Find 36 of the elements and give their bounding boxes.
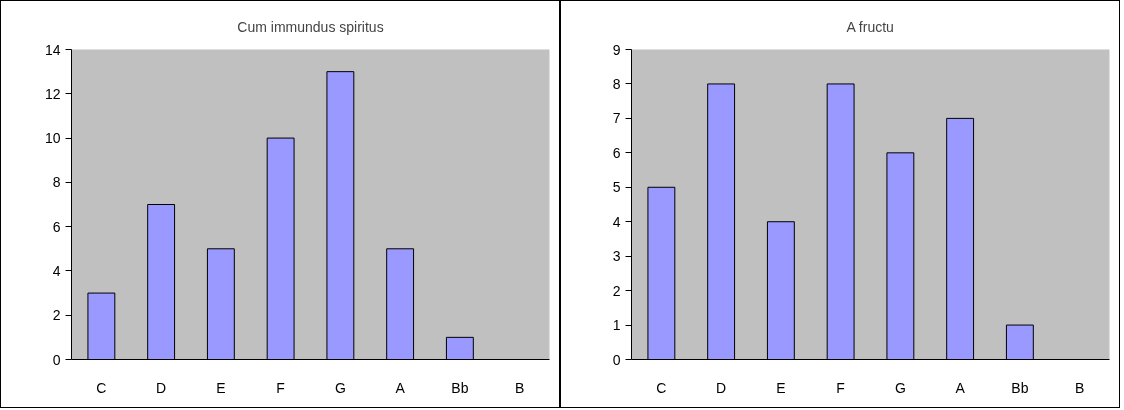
x-tick-label: G xyxy=(894,379,906,396)
x-tick-label: A xyxy=(395,379,406,396)
x-tick-label: C xyxy=(96,379,107,396)
y-tick-label: 12 xyxy=(44,85,61,102)
x-tick-label: F xyxy=(276,379,285,396)
y-tick-label: 5 xyxy=(612,179,621,196)
y-tick-label: 4 xyxy=(612,213,621,230)
x-tick-label: Bb xyxy=(451,379,469,396)
y-tick-label: 8 xyxy=(52,174,61,191)
x-tick-label: D xyxy=(716,379,727,396)
x-tick-label: B xyxy=(514,379,525,396)
x-tick-label: E xyxy=(216,379,226,396)
x-tick-label: A xyxy=(955,379,966,396)
y-tick-label: 0 xyxy=(52,351,61,368)
x-tick-label: E xyxy=(776,379,786,396)
x-tick-label: F xyxy=(836,379,845,396)
x-tick-label: Bb xyxy=(1011,379,1029,396)
x-tick-label: G xyxy=(334,379,346,396)
x-tick-label: D xyxy=(156,379,167,396)
y-tick-label: 3 xyxy=(612,248,621,265)
y-tick-label: 7 xyxy=(612,110,621,127)
y-tick-label: 9 xyxy=(612,41,621,58)
y-tick-label: 6 xyxy=(52,218,61,235)
chart-title: A fructu xyxy=(846,18,894,35)
y-tick-label: 0 xyxy=(612,351,621,368)
y-tick-label: 2 xyxy=(612,282,621,299)
x-tick-label: C xyxy=(656,379,667,396)
y-tick-label: 14 xyxy=(44,41,61,58)
y-tick-label: 8 xyxy=(612,75,621,92)
y-tick-label: 4 xyxy=(52,262,61,279)
y-tick-label: 6 xyxy=(612,144,621,161)
y-tick-label: 10 xyxy=(44,130,61,147)
x-tick-label: B xyxy=(1074,379,1085,396)
y-tick-label: 1 xyxy=(612,317,621,334)
chart-title: Cum immundus spiritus xyxy=(237,18,384,35)
y-tick-label: 2 xyxy=(52,307,61,324)
